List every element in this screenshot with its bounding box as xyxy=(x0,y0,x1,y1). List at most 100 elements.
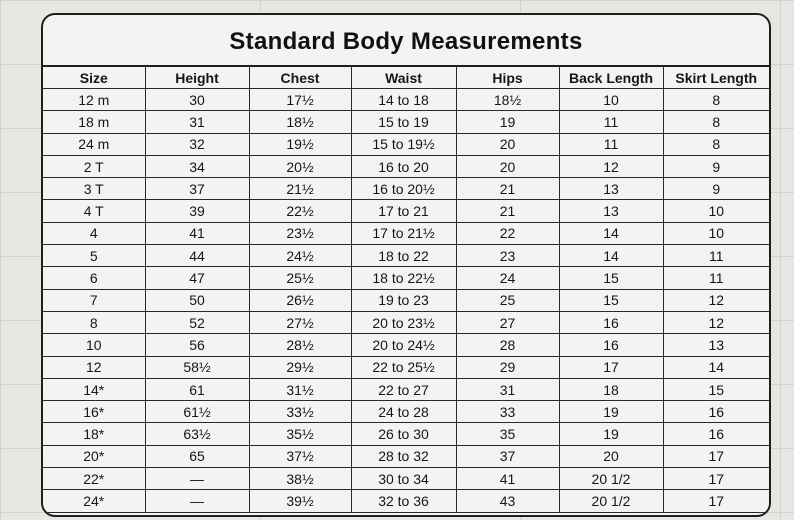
table-cell: 33½ xyxy=(248,400,352,424)
table-cell: 19 xyxy=(558,400,664,424)
table-row: 7 50 26½ 19 to 23 25 15 12 xyxy=(43,288,769,312)
table-cell: 16 xyxy=(662,400,769,424)
table-cell: 52 xyxy=(144,310,250,335)
table-cell: 9 xyxy=(662,154,769,179)
table-cell: 21 xyxy=(455,177,560,201)
table-cell: 17 xyxy=(662,444,769,469)
table-row: 22* —38½ 30 to 34 41 20 1/2 17 xyxy=(43,467,769,491)
table-cell: 17 to 21 xyxy=(350,199,457,223)
table-cell: 12 xyxy=(662,288,769,312)
table-cell: 34 xyxy=(144,154,250,179)
table-cell: 17 xyxy=(662,489,769,513)
table-cell: 11 xyxy=(662,266,769,290)
table-cell: 4 T xyxy=(43,199,146,223)
table-cell: 11 xyxy=(558,110,664,134)
table-cell: 44 xyxy=(144,244,250,268)
table-cell: 27½ xyxy=(248,310,352,335)
table-cell: 22 to 25½ xyxy=(350,355,457,379)
table-cell: 22* xyxy=(43,467,146,491)
table-cell: 14* xyxy=(43,377,146,402)
table-cell: 13 xyxy=(662,333,769,357)
table-cell: 19 to 23 xyxy=(350,288,457,312)
table-cell: 15 xyxy=(662,377,769,402)
table-row: 8 52 27½ 20 to 23½ 27 16 12 xyxy=(43,310,769,335)
table-cell: 39½ xyxy=(248,489,352,513)
table-cell: 33 xyxy=(455,400,560,424)
column-header: Hips xyxy=(455,67,560,89)
table-cell: 16 xyxy=(662,422,769,446)
table-cell: 19 xyxy=(558,422,664,446)
table-cell: 10 xyxy=(662,199,769,223)
table-cell: 7 xyxy=(43,288,146,312)
table-cell: 20 xyxy=(455,154,560,179)
table-row: 14* 61 31½ 22 to 27 31 18 15 xyxy=(43,377,769,402)
table-row: 12 58½ 29½ 22 to 25½ 29 17 14 xyxy=(43,355,769,379)
table-row: 2 T 34 20½ 16 to 20 20 12 9 xyxy=(43,154,769,179)
table-cell: 13 xyxy=(558,177,664,201)
table-cell: 65 xyxy=(144,444,250,469)
table-cell: 17½ xyxy=(248,87,352,112)
table-cell: 61 xyxy=(144,377,250,402)
table-cell: 32 xyxy=(144,132,250,156)
table-cell: 19½ xyxy=(248,132,352,156)
table-cell: 18 m xyxy=(43,110,146,134)
table-row: 3 T 37 21½ 16 to 20½ 21 13 9 xyxy=(43,177,769,201)
table-cell: 18 xyxy=(558,377,664,402)
table-row: 4 T 39 22½ 17 to 21 21 13 10 xyxy=(43,199,769,223)
table-cell: 26½ xyxy=(248,288,352,312)
table-cell: 16 xyxy=(558,310,664,335)
table-cell: 28 xyxy=(455,333,560,357)
table-cell: 14 xyxy=(558,244,664,268)
table-cell: 8 xyxy=(43,310,146,335)
table-cell: 27 xyxy=(455,310,560,335)
table-cell: 13 xyxy=(558,199,664,223)
table-cell: 61½ xyxy=(144,400,250,424)
table-cell: 63½ xyxy=(144,422,250,446)
table-row: 24 m 32 19½ 15 to 19½ 20 11 8 xyxy=(43,132,769,156)
table-cell: 12 m xyxy=(43,87,146,112)
table-cell: 18* xyxy=(43,422,146,446)
table-cell: 18½ xyxy=(455,87,560,112)
table-cell: 18 to 22 xyxy=(350,244,457,268)
table-cell: 18 to 22½ xyxy=(350,266,457,290)
table-cell: 4 xyxy=(43,221,146,246)
table-cell: 9 xyxy=(662,177,769,201)
table-cell: 22½ xyxy=(248,199,352,223)
table-cell: 8 xyxy=(662,87,769,112)
table-row: 16* 61½ 33½ 24 to 28 33 19 16 xyxy=(43,400,769,424)
table-row: 10 56 28½ 20 to 24½ 28 16 13 xyxy=(43,333,769,357)
table-body: 12 m 30 17½ 14 to 18 18½ 10 8 18 m 31 18½ 15 to 19… xyxy=(43,87,769,513)
table-cell: 47 xyxy=(144,266,250,290)
column-header: Height xyxy=(144,67,250,89)
table-cell: 41 xyxy=(144,221,250,246)
column-header: Waist xyxy=(350,67,457,89)
table-cell: 24 to 28 xyxy=(350,400,457,424)
table-cell: 16* xyxy=(43,400,146,424)
table-cell: 17 xyxy=(558,355,664,379)
table-row: 20* 65 37½ 28 to 32 37 20 17 xyxy=(43,444,769,469)
table-cell: 20 to 24½ xyxy=(350,333,457,357)
table-row: 24* —39½ 32 to 36 43 20 1/2 17 xyxy=(43,489,769,513)
table-cell: 31½ xyxy=(248,377,352,402)
column-header: Back Length xyxy=(558,67,664,89)
table-cell: 24 m xyxy=(43,132,146,156)
table-cell: 17 to 21½ xyxy=(350,221,457,246)
measurement-table: Size Height Chest Waist Hips Back Length Skirt… xyxy=(43,67,769,513)
table-row: 18* 63½ 35½ 26 to 30 35 19 16 xyxy=(43,422,769,446)
title: Standard Body Measurements xyxy=(43,15,769,67)
table-row: 6 47 25½ 18 to 22½ 24 15 11 xyxy=(43,266,769,290)
table-cell: 15 to 19½ xyxy=(350,132,457,156)
column-header: Skirt Length xyxy=(662,67,769,89)
table-cell: 24½ xyxy=(248,244,352,268)
table-row: 4 41 23½ 17 to 21½ 22 14 10 xyxy=(43,221,769,246)
table-cell: 14 xyxy=(662,355,769,379)
table-cell: 58½ xyxy=(144,355,250,379)
table-cell: 23 xyxy=(455,244,560,268)
table-cell: 20 xyxy=(558,444,664,469)
table-cell: 15 xyxy=(558,288,664,312)
table-cell: 12 xyxy=(43,355,146,379)
table-cell: 20½ xyxy=(248,154,352,179)
table-cell: 14 xyxy=(558,221,664,246)
table-cell: 37 xyxy=(144,177,250,201)
